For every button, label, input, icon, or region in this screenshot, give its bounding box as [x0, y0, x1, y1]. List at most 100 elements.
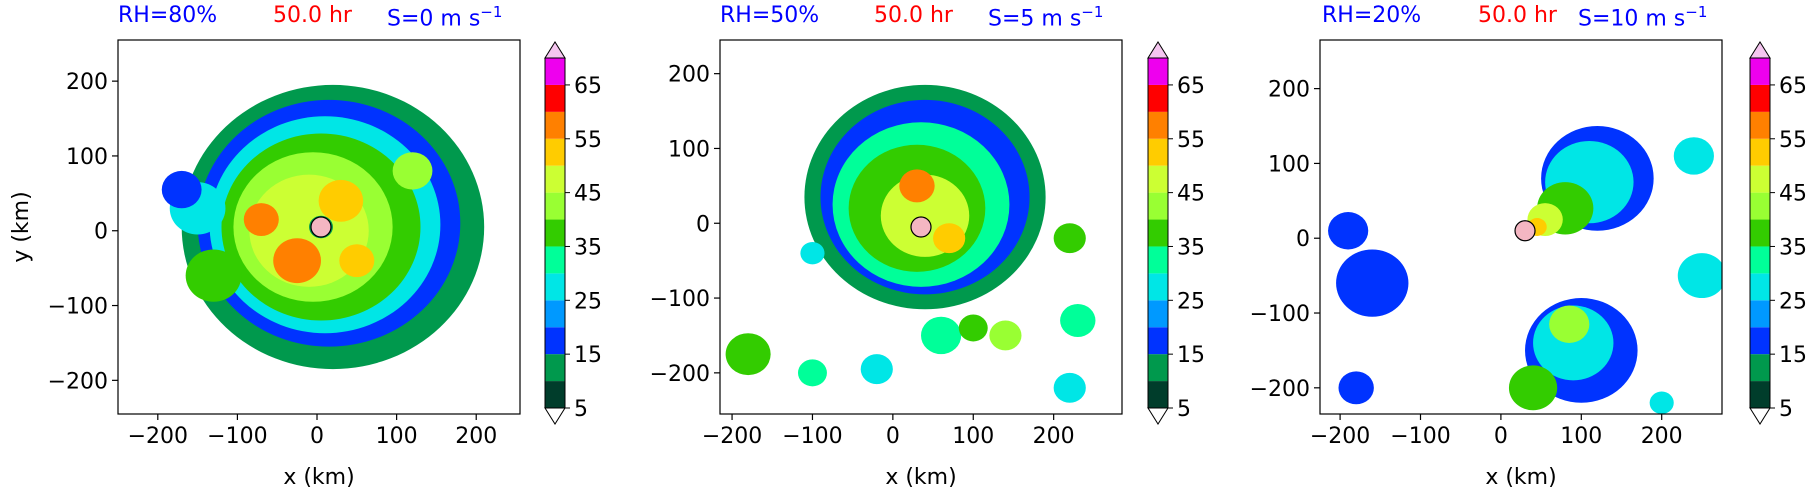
panel-3-cell-12: [1338, 371, 1374, 405]
panel-1-title-time: 50.0 hr: [273, 3, 352, 28]
panel-1-cell-7: [273, 238, 321, 284]
panel-2-ytick-label-3: 0: [696, 212, 710, 237]
panel-1-xtick-label-1: −200: [128, 424, 188, 449]
panel-1-colorbar-label-6: 55: [574, 128, 602, 153]
panel-1-cell-10: [339, 244, 375, 278]
panel-3-ytick-label-5: 200: [1268, 78, 1310, 103]
panel-1-colorbar-bin-2: [545, 354, 565, 382]
panel-2-xtick-label-2: −100: [782, 424, 842, 449]
panel-1-colorbar-extend-min: [544, 407, 566, 425]
panel-2-cell-6: [899, 169, 935, 203]
panel-1-ytick-label-1: −200: [48, 369, 108, 394]
panel-1-colorbar-label-3: 25: [574, 289, 602, 314]
panel-1-cell-9: [243, 203, 279, 236]
panel-2-xtick-label-5: 200: [1033, 424, 1075, 449]
panel-1-xtick-label-2: −100: [207, 424, 267, 449]
panel-3-colorbar-bin-7: [1750, 219, 1770, 247]
panel-2-colorbar-bin-8: [1148, 192, 1168, 220]
panel-3-xtick-label-2: −100: [1390, 424, 1450, 449]
panel-2-colorbar-bin-10: [1148, 138, 1168, 166]
panel-2-cell-17: [1053, 372, 1086, 403]
panel-1-colorbar-frame: [544, 57, 566, 409]
panel-2-colorbar-label-7: 65: [1177, 74, 1205, 99]
panel-2-colorbar-bin-12: [1148, 84, 1168, 112]
panel-1-colorbar-bin-7: [545, 219, 565, 247]
panel-2-ytick-label-2: −100: [650, 287, 710, 312]
panel-3-colorbar-bin-12: [1750, 84, 1770, 112]
panel-2-colorbar-bin-2: [1148, 354, 1168, 382]
panel-1-colorbar-bin-10: [545, 138, 565, 166]
panel-1-colorbar-bin-6: [545, 246, 565, 274]
panel-1-colorbar-bin-3: [545, 327, 565, 355]
panel-3-xtick-label-3: 0: [1494, 424, 1508, 449]
panel-3-colorbar-label-7: 65: [1779, 74, 1807, 99]
panel-3-cell-11: [1328, 212, 1369, 250]
panel-1-shear-exp: −1: [480, 3, 503, 21]
panel-1-xtick-label-4: 100: [376, 424, 418, 449]
panel-1-title-rh: RH=80%: [118, 3, 218, 28]
panel-2-cell-7: [933, 223, 966, 254]
panel-1-colorbar-label-2: 15: [574, 343, 602, 368]
panel-3-cell-10: [1336, 249, 1409, 317]
panel-3-cell-14: [1673, 137, 1714, 175]
panel-3-colorbar-extend-min: [1749, 407, 1771, 425]
panel-2-colorbar-bin-11: [1148, 111, 1168, 139]
panel-3-frame: [1319, 39, 1723, 415]
panel-2-center-marker: [910, 216, 932, 238]
panel-3-cell-15: [1649, 391, 1674, 414]
panel-1-colorbar-bin-13: [545, 58, 565, 85]
panel-3-cell-13: [1677, 253, 1722, 299]
panel-2-title-time: 50.0 hr: [874, 3, 953, 28]
panel-1-colorbar-label-1: 5: [574, 397, 588, 422]
panel-1-colorbar-bin-12: [545, 84, 565, 112]
panel-2-colorbar-bin-5: [1148, 273, 1168, 301]
panel-1-xlabel: x (km): [283, 465, 354, 490]
panel-1-colorbar-label-5: 45: [574, 182, 602, 207]
panel-3-colorbar-frame: [1749, 57, 1771, 409]
panel-3-colorbar-bin-1: [1750, 381, 1770, 408]
panel-1-colorbar-label-7: 65: [574, 74, 602, 99]
panel-3-shear-exp: −1: [1685, 3, 1708, 21]
panel-3-ytick-label-3: 0: [1296, 227, 1310, 252]
panel-2-cell-12: [797, 359, 827, 387]
panel-1-colorbar-extend-max: [544, 41, 566, 59]
panel-1-center-marker: [310, 216, 332, 238]
panel-2-colorbar-bin-1: [1148, 381, 1168, 408]
panel-2-cell-9: [921, 316, 962, 355]
panel-1-ytick-label-2: −100: [48, 295, 108, 320]
panel-1-cell-13: [185, 249, 242, 302]
panel-3-colorbar-bin-5: [1750, 273, 1770, 301]
panel-3-colorbar-label-3: 25: [1779, 289, 1807, 314]
panel-2-xtick-label-1: −200: [702, 424, 762, 449]
panel-3-colorbar-label-5: 45: [1779, 182, 1807, 207]
panel-2-cell-15: [1053, 223, 1086, 254]
panel-3-xlabel: x (km): [1485, 465, 1556, 490]
panel-3-colorbar-bin-4: [1750, 300, 1770, 328]
panel-1-xtick-label-5: 200: [455, 424, 497, 449]
panel-3-colorbar-bin-8: [1750, 192, 1770, 220]
panel-1-colorbar-bin-9: [545, 165, 565, 193]
panel-2-xlabel: x (km): [885, 465, 956, 490]
panel-1-xtick-label-3: 0: [310, 424, 324, 449]
panel-2-title-rh: RH=50%: [720, 3, 820, 28]
panel-2-cell-14: [989, 320, 1022, 351]
panel-2-shear-exp: −1: [1081, 3, 1104, 21]
panel-2-colorbar-bin-9: [1148, 165, 1168, 193]
panel-1-ytick-label-5: 200: [66, 70, 108, 95]
panel-3-colorbar-label-1: 5: [1779, 397, 1793, 422]
panel-2-cell-16: [1060, 304, 1096, 337]
panel-1-cell-8: [318, 179, 364, 222]
panel-1-frame: [117, 39, 521, 415]
panel-1-ytick-label-3: 0: [94, 220, 108, 245]
panel-3-shear-text: S=10 m s: [1578, 6, 1686, 32]
panel-3-colorbar-bin-6: [1750, 246, 1770, 274]
panel-2-colorbar-label-1: 5: [1177, 397, 1191, 422]
panel-3-colorbar-label-4: 35: [1779, 235, 1807, 260]
panel-1-shear-text: S=0 m s: [387, 6, 481, 32]
panel-3-colorbar-bin-9: [1750, 165, 1770, 193]
panel-2-cell-10: [958, 314, 988, 342]
panel-2-colorbar-bin-3: [1148, 327, 1168, 355]
panel-3-cell-9: [1508, 365, 1558, 411]
panel-2-colorbar-label-3: 25: [1177, 289, 1205, 314]
